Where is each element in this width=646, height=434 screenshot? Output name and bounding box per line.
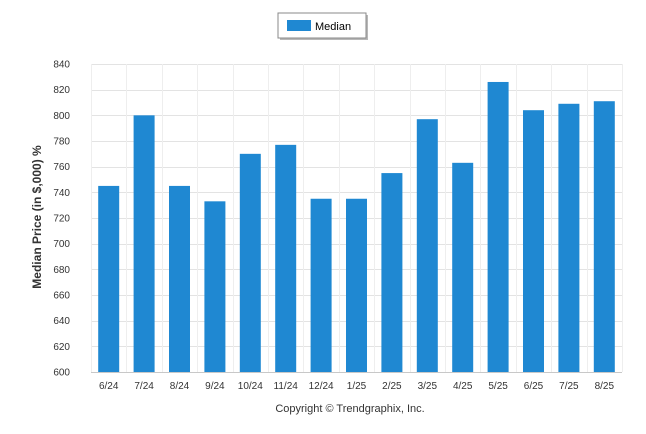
legend: Median xyxy=(277,12,368,40)
bar xyxy=(346,198,367,372)
y-axis-title: Median Price (in $,000) % xyxy=(30,145,44,289)
y-tick-label: 820 xyxy=(53,85,70,96)
x-tick-label: 8/24 xyxy=(170,381,190,392)
bar xyxy=(558,103,580,373)
y-tick-label: 720 xyxy=(53,214,70,225)
y-tick-label: 740 xyxy=(53,188,70,199)
y-tick-label: 760 xyxy=(53,162,70,173)
bar xyxy=(487,81,509,372)
x-tick-label: 12/24 xyxy=(309,381,334,392)
axes: 600 620 640 660 680 700 720 740 760 780 800 820 840 6… xyxy=(53,60,622,392)
bars xyxy=(98,81,615,373)
bar xyxy=(275,144,297,372)
x-tick-label: 1/25 xyxy=(347,381,367,392)
bar xyxy=(204,201,226,372)
x-tick-label: 8/25 xyxy=(595,381,615,392)
x-tick-label: 11/24 xyxy=(274,381,299,392)
bar xyxy=(523,110,544,372)
legend-swatch xyxy=(287,20,311,31)
x-tick-label: 6/25 xyxy=(524,381,544,392)
x-tick-label: 7/25 xyxy=(559,381,579,392)
y-tick-label: 600 xyxy=(53,368,70,379)
bar xyxy=(310,198,332,372)
bar xyxy=(98,185,120,372)
x-tick-label: 7/24 xyxy=(134,381,154,392)
bar xyxy=(416,119,438,372)
y-tick-label: 640 xyxy=(53,316,70,327)
legend-label-median: Median xyxy=(315,21,351,33)
copyright-text: Copyright © Trendgraphix, Inc. xyxy=(275,403,424,415)
bar xyxy=(239,153,261,372)
bar xyxy=(133,115,155,372)
x-tick-label: 5/25 xyxy=(488,381,508,392)
x-tick-label: 3/25 xyxy=(418,381,438,392)
x-tick-label: 10/24 xyxy=(238,381,263,392)
x-tick-label: 9/24 xyxy=(205,381,225,392)
x-tick-label: 4/25 xyxy=(453,381,473,392)
y-tick-label: 840 xyxy=(53,60,70,71)
x-tick-label: 6/24 xyxy=(99,381,119,392)
y-tick-label: 700 xyxy=(53,239,70,250)
x-tick-label: 2/25 xyxy=(382,381,402,392)
bar xyxy=(593,101,615,372)
bar xyxy=(381,173,403,372)
bar xyxy=(169,185,190,372)
y-tick-label: 620 xyxy=(53,342,70,353)
y-tick-label: 660 xyxy=(53,291,70,302)
y-tick-label: 780 xyxy=(53,137,70,148)
y-tick-label: 680 xyxy=(53,265,70,276)
y-tick-label: 800 xyxy=(53,111,70,122)
bar xyxy=(452,162,474,372)
